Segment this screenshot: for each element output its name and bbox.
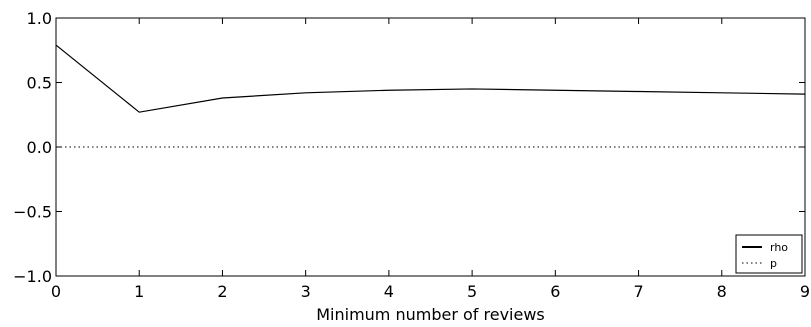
x-axis-title: Minimum number of reviews (316, 305, 545, 324)
x-tick-label: 0 (51, 282, 61, 301)
y-tick-label: −1.0 (13, 267, 52, 286)
y-tick-label: −0.5 (13, 203, 52, 222)
y-tick-label: 0.0 (27, 138, 52, 157)
y-tick-label: 1.0 (27, 9, 52, 28)
y-tick-label: 0.5 (27, 74, 52, 93)
x-tick-label: 8 (717, 282, 727, 301)
x-tick-label: 6 (550, 282, 560, 301)
x-tick-label: 1 (134, 282, 144, 301)
legend: rho p (735, 234, 803, 274)
plot-lines (55, 44, 806, 148)
y-axis: −1.0 −0.5 0.0 0.5 1.0 (13, 9, 805, 286)
x-tick-label: 9 (800, 282, 810, 301)
x-tick-label: 3 (301, 282, 311, 301)
x-tick-label: 7 (633, 282, 643, 301)
x-tick-label: 5 (467, 282, 477, 301)
legend-label-p: p (770, 257, 777, 270)
x-tick-label: 4 (384, 282, 394, 301)
legend-box (735, 234, 803, 274)
series-line-rho (55, 44, 806, 113)
x-tick-label: 2 (217, 282, 227, 301)
legend-label-rho: rho (770, 241, 788, 254)
x-axis: 0 1 2 3 4 5 6 7 8 9 (51, 18, 810, 301)
